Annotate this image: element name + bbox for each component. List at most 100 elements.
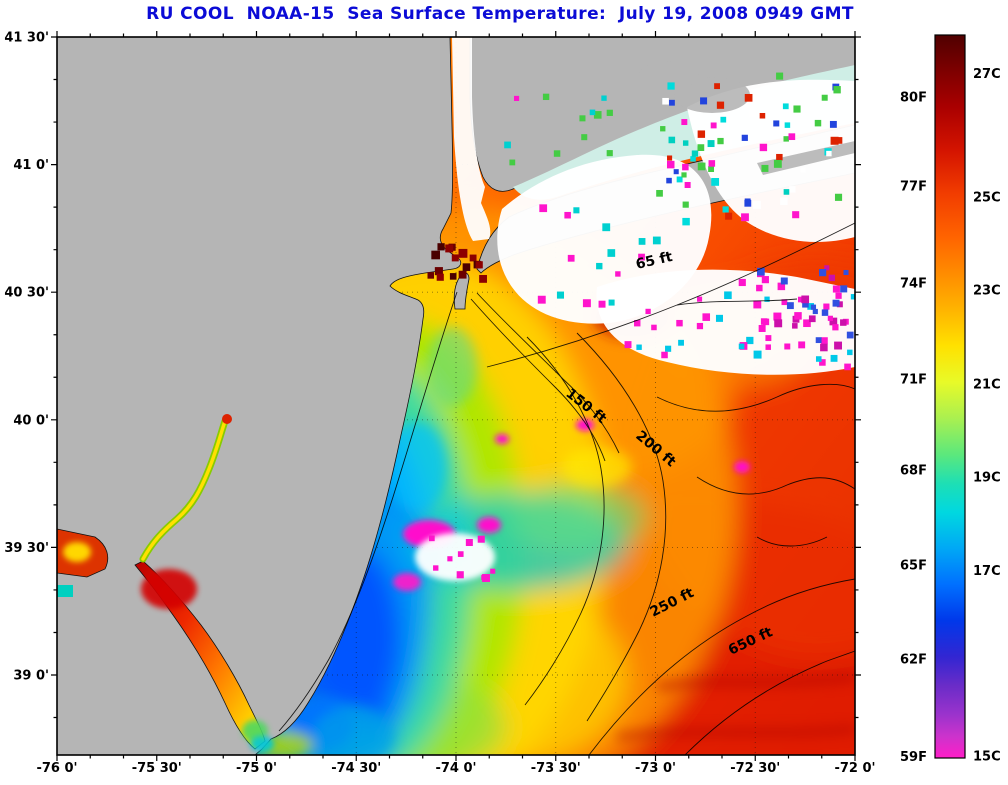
contour-200ft <box>576 332 667 722</box>
contour-hudson-valley-b <box>476 292 620 454</box>
contour-65ft-branch <box>676 298 798 306</box>
contour-650ft <box>684 650 855 755</box>
cloud-speckle <box>593 111 602 119</box>
cloud-speckle <box>826 150 832 157</box>
cloud-speckle <box>724 291 732 300</box>
depth-contour-lines <box>278 222 855 755</box>
cloud-speckle <box>834 341 843 350</box>
cloud-speckle <box>832 299 840 307</box>
cloud-speckle <box>697 162 706 171</box>
cloud-speckle <box>815 337 822 344</box>
cloud-speckle <box>509 159 516 166</box>
cloud-speckle <box>634 319 641 327</box>
hudson-river-cloud <box>452 37 491 241</box>
sandy-hook-spit <box>453 272 470 310</box>
colorbar-fahrenheit-label: 80F <box>900 91 927 106</box>
cloud-speckle <box>707 140 715 148</box>
cloud-speckle <box>445 244 454 253</box>
cloud-speckle <box>656 189 663 197</box>
cloud-speckle <box>850 294 855 300</box>
cloud-speckle <box>741 134 748 141</box>
cloud-speckle <box>681 119 688 126</box>
colorbar-fahrenheit-labels: 80F 77F 74F 71F 68F 65F 62F 59F <box>900 91 927 765</box>
cloud-speckle <box>761 164 769 172</box>
colorbar-gradient <box>934 34 966 759</box>
cloud-speckle <box>514 95 520 101</box>
cloud-speckle <box>722 206 729 213</box>
contour-nearshore <box>278 291 458 732</box>
cloud-speckle <box>781 299 788 306</box>
cloud-speckle <box>667 82 675 90</box>
cloud-speckle <box>800 167 806 173</box>
y-tick-label: 41 30' <box>4 31 49 46</box>
cloud-speckle <box>760 318 768 325</box>
cloud-speckle <box>844 363 851 371</box>
cloud-speckle <box>836 301 843 308</box>
warm-streaks <box>616 672 855 742</box>
cloud-speckle <box>678 339 684 346</box>
cloud-speckle <box>753 350 762 359</box>
cloud-speckle <box>828 274 836 282</box>
cloud-speckle <box>456 571 464 579</box>
cloud-speckle <box>638 238 646 245</box>
contour-150ft <box>524 336 605 706</box>
cloud-speckle <box>662 97 669 105</box>
cloud-speckle <box>697 145 703 151</box>
cloud-speckle <box>784 343 791 350</box>
cloud-speckle <box>821 94 828 101</box>
cloud-speckle <box>773 120 780 127</box>
y-tick-label: 39 0' <box>13 669 49 684</box>
cloud-speckle <box>788 133 796 141</box>
x-tick-label: -75 0' <box>236 761 277 776</box>
y-tick-label: 39 30' <box>4 541 49 556</box>
y-axis-labels: 41 30' 41 0' 40 30' 40 0' 39 30' 39 0' <box>4 31 49 684</box>
cloud-speckle <box>738 343 745 350</box>
cloud-speckle <box>741 213 749 222</box>
colorbar-fahrenheit-label: 65F <box>900 558 927 573</box>
cloud-speckle <box>638 253 645 261</box>
y-tick-label: 41 0' <box>13 158 49 173</box>
axis-ticks <box>51 31 861 761</box>
cloud-speckle <box>776 72 784 80</box>
colorbar-fahrenheit-label: 59F <box>900 750 927 765</box>
cloud-speckle <box>801 295 810 304</box>
cloud-speckle <box>645 308 651 315</box>
cloud-speckle <box>697 296 703 302</box>
cloud-speckle <box>773 312 782 321</box>
cloud-speckle <box>847 349 853 356</box>
delaware-river <box>139 414 232 563</box>
cloud-speckle <box>690 156 696 162</box>
cloud-speckle <box>596 262 603 270</box>
cloud-speckle <box>807 303 815 310</box>
cloud-speckle <box>537 295 546 304</box>
cloud-speckle <box>431 250 440 260</box>
cloud-speckle <box>465 538 473 547</box>
colorbar-celsius-label: 17C <box>973 564 1001 579</box>
contour-minor-a <box>656 383 855 412</box>
cloud-speckle <box>794 312 802 320</box>
cloud-speckle <box>759 112 766 119</box>
cloud-speckle <box>700 97 708 105</box>
cloud-speckle <box>564 211 571 219</box>
cloud-speckle <box>835 137 843 144</box>
x-tick-label: -73 0' <box>635 761 676 776</box>
delaware-bay-detail <box>141 569 274 752</box>
cloud-speckle <box>756 284 763 292</box>
cloud-speckle <box>477 535 485 543</box>
cloud-speckle <box>834 193 843 201</box>
cloud-speckle <box>682 217 690 226</box>
cloud-speckle <box>661 351 668 359</box>
cloud-speckle <box>469 254 477 262</box>
cloud-speckle <box>667 155 673 161</box>
cloud-speckle <box>776 153 783 161</box>
cloud-speckle <box>606 109 613 116</box>
cloud-speckle <box>823 303 830 310</box>
x-tick-label: -72 30' <box>730 761 780 776</box>
cloud-speckle <box>682 140 689 146</box>
cloud-speckle <box>720 116 727 123</box>
cloud-speckle <box>539 204 548 213</box>
cloud-speckle <box>830 136 839 145</box>
cloud-speckle <box>792 211 800 219</box>
cloud-speckle <box>832 324 839 331</box>
y-tick-label: 40 30' <box>4 286 49 301</box>
